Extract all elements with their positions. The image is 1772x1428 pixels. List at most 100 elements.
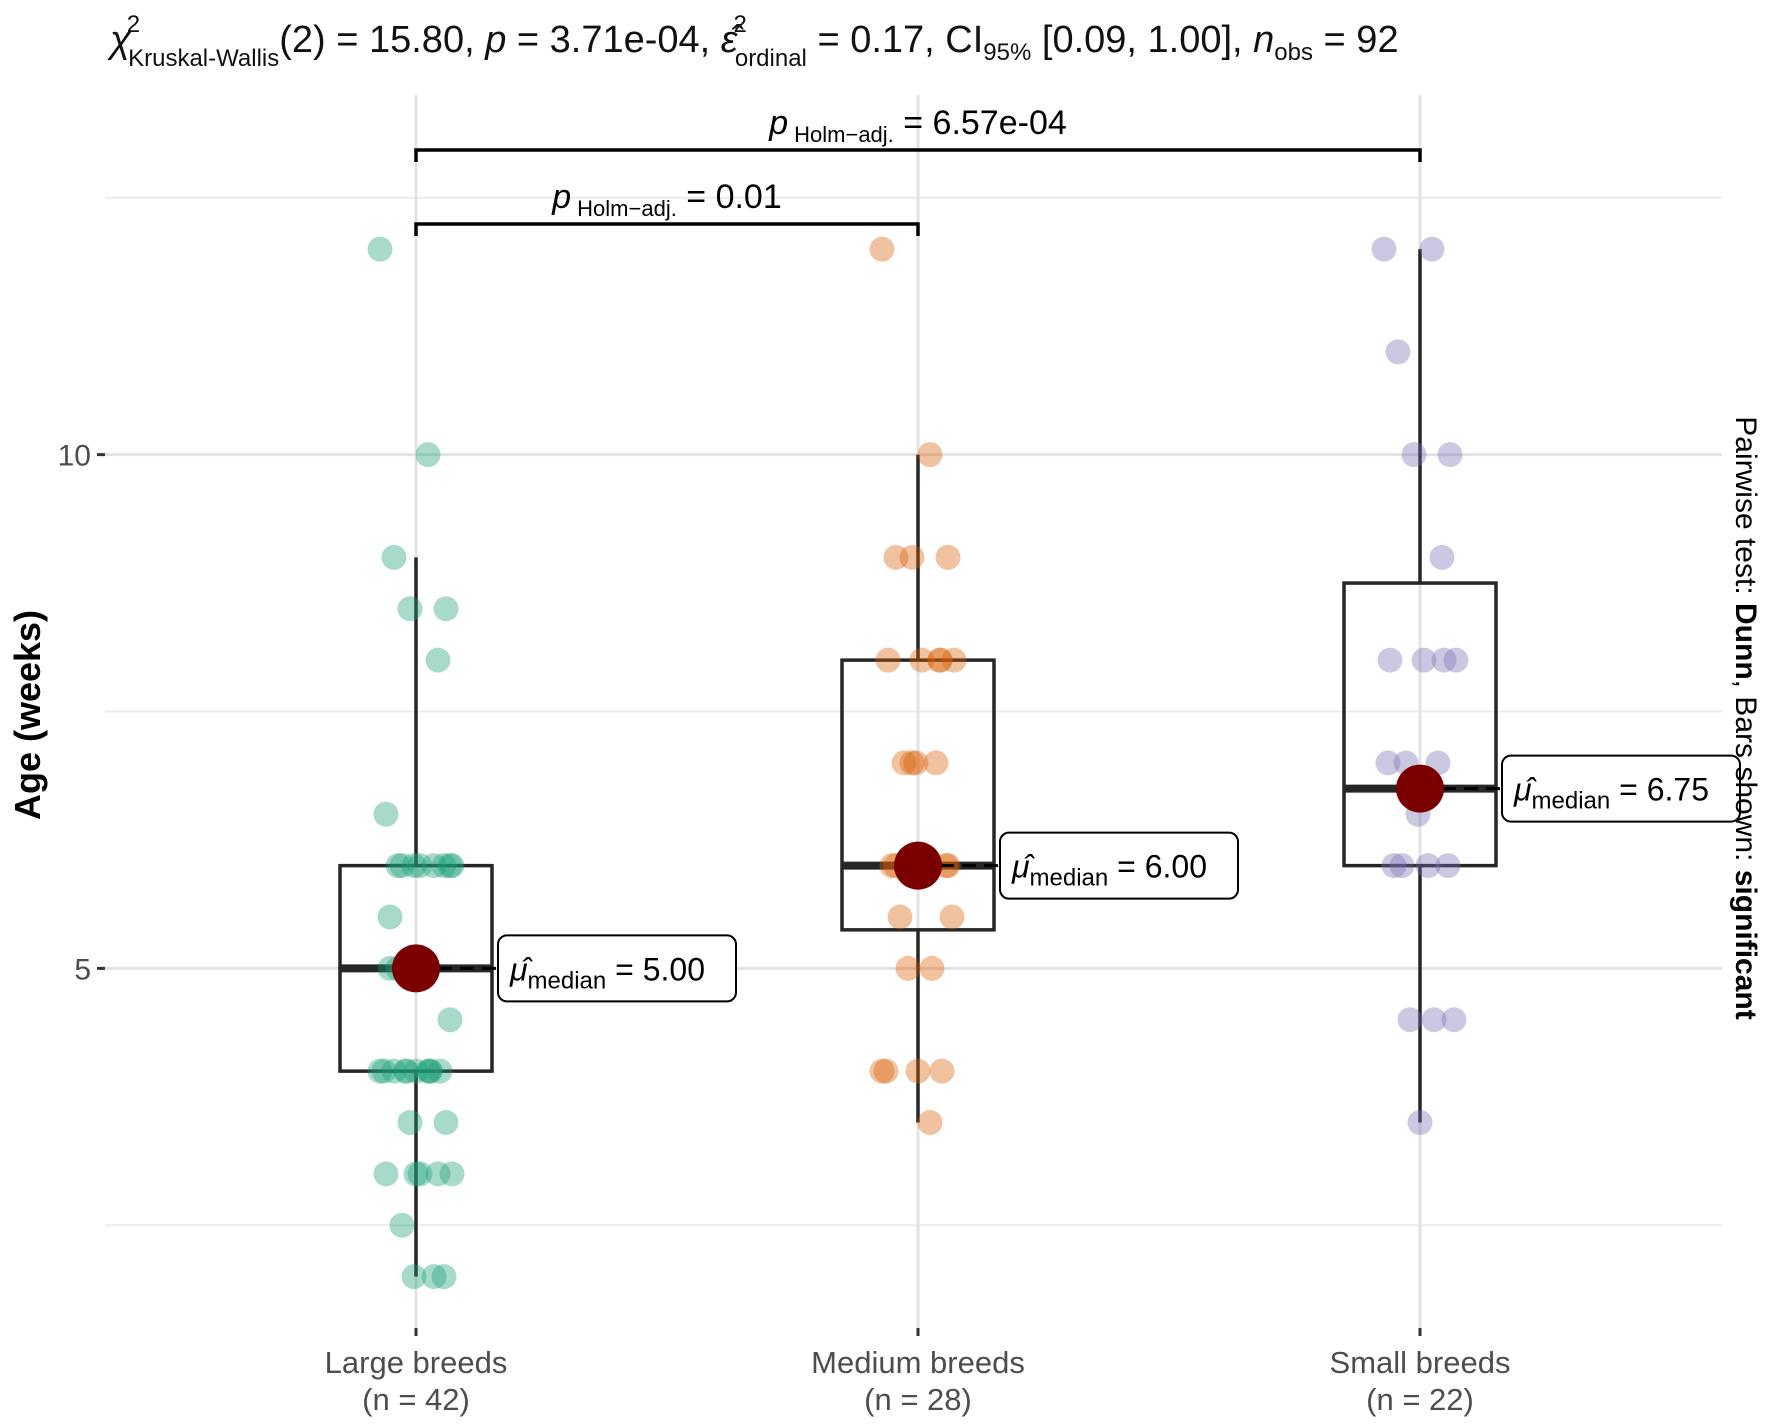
data-point: [397, 1110, 423, 1135]
data-point: [367, 1058, 393, 1084]
data-point: [425, 1161, 451, 1187]
data-point: [427, 1058, 453, 1084]
box-iqr: [840, 658, 996, 932]
data-point: [407, 1161, 433, 1187]
data-point: [439, 853, 465, 879]
data-point: [1389, 853, 1415, 879]
data-point: [393, 1058, 419, 1084]
data-point: [909, 647, 935, 673]
data-point: [381, 1058, 407, 1084]
data-point: [371, 1058, 397, 1084]
mean-point: [392, 944, 440, 993]
y-axis-label: Age (weeks): [7, 610, 48, 820]
mean-label-text: μ̂median = 5.00: [509, 951, 705, 994]
mean-label-box: [1501, 754, 1741, 823]
data-point: [1375, 750, 1401, 776]
data-point: [373, 1161, 399, 1187]
data-point: [403, 1161, 429, 1187]
data-point: [891, 750, 917, 776]
data-point: [417, 1058, 443, 1084]
mean-point: [1396, 764, 1444, 813]
significance-label: p Holm−adj. = 6.57e-04: [768, 104, 1067, 147]
x-tick-count: (n = 28): [864, 1382, 972, 1417]
x-tick-label: Medium breeds: [811, 1345, 1025, 1380]
data-point: [385, 853, 411, 879]
data-point: [1377, 647, 1403, 673]
data-point: [917, 1110, 943, 1135]
data-point: [415, 442, 441, 468]
data-point: [873, 1058, 899, 1084]
box-iqr: [1342, 581, 1498, 868]
data-point: [381, 544, 407, 570]
x-tick-label: Small breeds: [1330, 1345, 1511, 1380]
data-point: [887, 904, 913, 930]
data-point: [869, 1058, 895, 1084]
data-point: [401, 853, 427, 879]
data-point: [1411, 647, 1437, 673]
data-point: [425, 647, 451, 673]
brackets-layer: p Holm−adj. = 6.57e-04 p Holm−adj. = 0.01: [414, 104, 1422, 236]
data-point: [1385, 339, 1411, 365]
x-tick-count: (n = 42): [362, 1382, 470, 1417]
data-point: [439, 1161, 465, 1187]
data-point: [377, 904, 403, 930]
mean-label-box: [999, 831, 1239, 900]
data-point: [1443, 647, 1469, 673]
data-point: [393, 1058, 419, 1084]
data-point: [415, 1058, 441, 1084]
means-layer: μ̂median = 5.00 μ̂median = 6.00 μ̂median =…: [392, 754, 1741, 1003]
data-point: [433, 596, 459, 622]
data-point: [431, 853, 457, 879]
significance-bracket: [414, 148, 1422, 162]
data-point: [923, 750, 949, 776]
data-point: [899, 544, 925, 570]
mean-label-text: μ̂median = 6.75: [1513, 772, 1709, 815]
data-point: [895, 955, 921, 981]
mean-point: [894, 841, 942, 890]
data-point: [401, 1264, 427, 1290]
data-point: [373, 801, 399, 827]
data-point: [397, 596, 423, 622]
data-point: [431, 1264, 457, 1290]
data-point: [929, 1058, 955, 1084]
data-point: [883, 544, 909, 570]
significance-bracket: [414, 222, 920, 236]
data-point: [905, 1058, 931, 1084]
data-point: [1407, 1110, 1433, 1135]
mean-label-box: [497, 934, 737, 1003]
data-point: [899, 750, 925, 776]
data-point: [941, 647, 967, 673]
x-tick-label: Large breeds: [325, 1345, 508, 1380]
data-point: [1415, 853, 1441, 879]
data-point: [1381, 853, 1407, 879]
data-point: [1429, 544, 1455, 570]
data-point: [1437, 442, 1463, 468]
data-point: [917, 442, 943, 468]
data-point: [903, 750, 929, 776]
data-point: [421, 1264, 447, 1290]
mean-label-text: μ̂median = 6.00: [1011, 849, 1207, 892]
data-point: [1401, 442, 1427, 468]
data-point: [875, 647, 901, 673]
data-point: [433, 1110, 459, 1135]
y-tick-label: 10: [58, 440, 91, 473]
data-point: [389, 1212, 415, 1238]
chart-title: χ2 Kruskal-Wallis(2) = 15.80, p = 3.71e-0…: [107, 11, 1399, 72]
significance-label: p Holm−adj. = 0.01: [551, 178, 782, 221]
x-tick-count: (n = 22): [1366, 1382, 1474, 1417]
data-point: [869, 236, 895, 262]
y-tick-label: 5: [74, 953, 91, 986]
data-point: [437, 853, 463, 879]
data-point: [919, 955, 945, 981]
data-point: [421, 853, 447, 879]
data-point: [389, 853, 415, 879]
data-point: [927, 647, 953, 673]
data-point: [1371, 236, 1397, 262]
data-point: [927, 647, 953, 673]
data-point: [935, 544, 961, 570]
data-point: [1431, 647, 1457, 673]
data-point: [1421, 1007, 1447, 1033]
data-point: [1397, 1007, 1423, 1033]
